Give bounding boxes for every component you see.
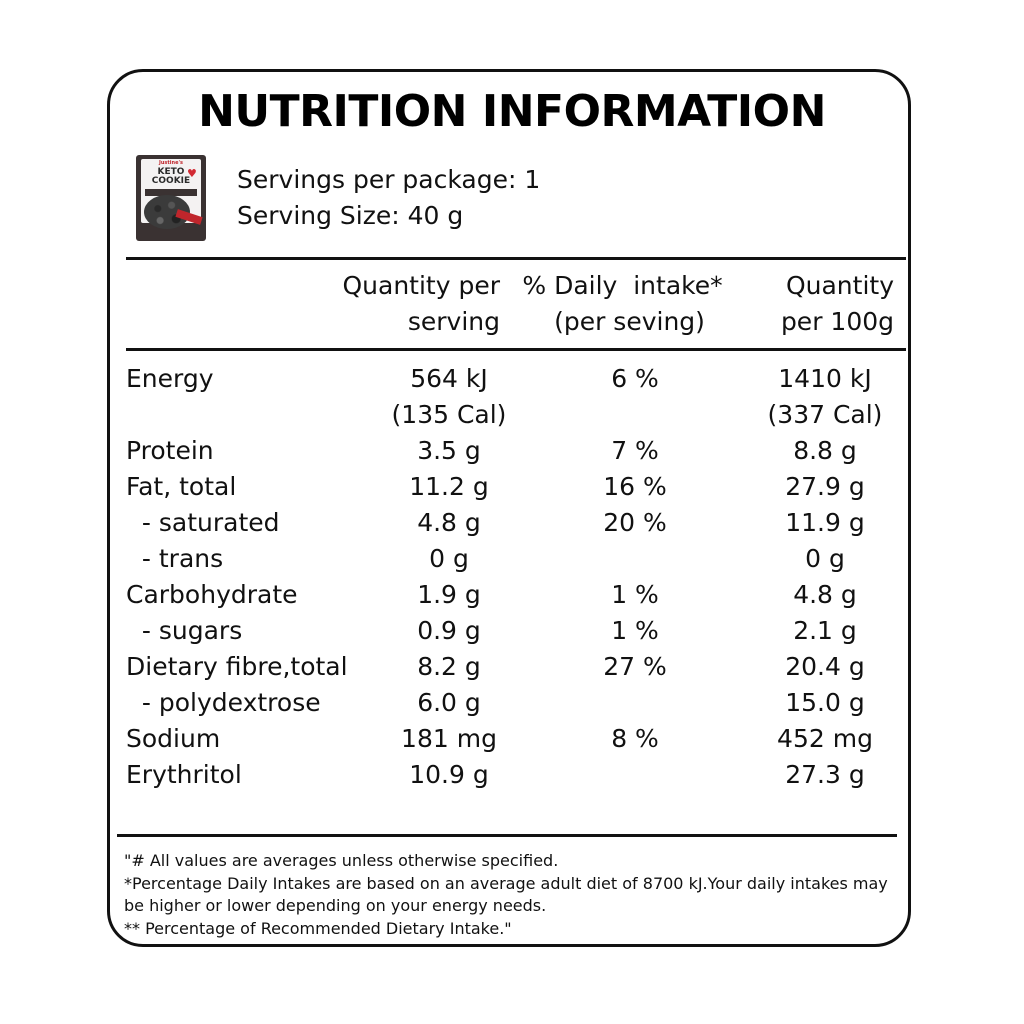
per-100g-value: 27.3 g	[785, 760, 865, 789]
nutrient-label: - trans	[126, 544, 224, 573]
nutrient-label: Sodium	[126, 724, 221, 753]
nutrient-label: - polydextrose	[126, 688, 321, 717]
header-qty-per-100g: Quantity per 100g	[748, 268, 894, 340]
per-100g-value: 15.0 g	[785, 688, 865, 717]
per-100g-value: 8.8 g	[793, 436, 857, 465]
nutrient-label: - saturated	[126, 508, 280, 537]
per-serving-value: 0 g	[429, 544, 469, 573]
per-serving-value-secondary: (135 Cal)	[391, 400, 507, 429]
daily-intake-value: 1 %	[611, 616, 659, 645]
heart-icon: ♥	[187, 167, 197, 180]
header-qty-per-100g-line1: Quantity	[785, 271, 894, 300]
table-row: - saturated 4.8 g 20 % 11.9 g	[0, 505, 1024, 541]
per-serving-value: 6.0 g	[417, 688, 481, 717]
footnotes: "# All values are averages unless otherw…	[124, 850, 904, 940]
table-row: - trans 0 g 0 g	[0, 541, 1024, 577]
per-serving-value: 0.9 g	[417, 616, 481, 645]
package-name-line2: COOKIE	[151, 176, 191, 186]
header-daily-intake: % Daily intake* (per seving)	[500, 268, 745, 340]
daily-intake-value: 7 %	[611, 436, 659, 465]
daily-intake-value: 16 %	[603, 472, 667, 501]
table-row: Fat, total 11.2 g 16 % 27.9 g	[0, 469, 1024, 505]
header-daily-intake-line1: % Daily intake*	[522, 271, 723, 300]
daily-intake-value: 8 %	[611, 724, 659, 753]
serving-size: Serving Size: 40 g	[237, 201, 464, 230]
per-serving-value: 4.8 g	[417, 508, 481, 537]
header-daily-intake-line2: (per seving)	[554, 307, 705, 336]
per-serving-value: 564 kJ	[410, 364, 488, 393]
daily-intake-value: 6 %	[611, 364, 659, 393]
nutrient-label: Energy	[126, 364, 214, 393]
per-100g-value: 27.9 g	[785, 472, 865, 501]
header-qty-per-100g-line2: per 100g	[780, 307, 894, 336]
per-100g-value: 20.4 g	[785, 652, 865, 681]
per-serving-value: 10.9 g	[409, 760, 489, 789]
package-brand: Justine's	[159, 160, 183, 166]
table-row: Protein 3.5 g 7 % 8.8 g	[0, 433, 1024, 469]
page-title: NUTRITION INFORMATION	[198, 86, 826, 137]
per-serving-value: 3.5 g	[417, 436, 481, 465]
per-100g-value: 11.9 g	[785, 508, 865, 537]
footnote-line: *Percentage Daily Intakes are based on a…	[124, 873, 888, 893]
table-row: - polydextrose 6.0 g 15.0 g	[0, 685, 1024, 721]
nutrient-label: Dietary fibre,total	[126, 652, 348, 681]
divider-header	[126, 348, 906, 351]
table-row: Erythritol 10.9 g 27.3 g	[0, 757, 1024, 793]
nutrient-label: Fat, total	[126, 472, 237, 501]
nutrient-label: - sugars	[126, 616, 243, 645]
per-100g-value: 2.1 g	[793, 616, 857, 645]
per-100g-value-secondary: (337 Cal)	[767, 400, 883, 429]
per-100g-value: 1410 kJ	[778, 364, 872, 393]
per-serving-value: 181 mg	[401, 724, 497, 753]
cookie-crumbs-image	[144, 195, 190, 229]
footnote-line: be higher or lower depending on your ene…	[124, 896, 547, 915]
footnote-line: "# All values are averages unless otherw…	[124, 851, 559, 870]
per-100g-value: 452 mg	[777, 724, 873, 753]
package-name-line1: KETO	[157, 167, 185, 177]
table-row: Sodium 181 mg 8 % 452 mg	[0, 721, 1024, 757]
cookie-package-image: Justine's KETO COOKIE ♥	[136, 155, 206, 241]
header-qty-per-serving: Quantity per serving	[320, 268, 500, 340]
per-serving-value: 11.2 g	[409, 472, 489, 501]
servings-per-package: Servings per package: 1	[237, 165, 541, 194]
table-row: Energy 564 kJ (135 Cal) 6 % 1410 kJ (337…	[0, 361, 1024, 429]
nutrition-panel	[107, 69, 911, 947]
package-name: KETO COOKIE	[141, 168, 201, 186]
table-row: Dietary fibre,total 8.2 g 27 % 20.4 g	[0, 649, 1024, 685]
per-100g-value: 0 g	[805, 544, 845, 573]
header-qty-per-serving-line1: Quantity per	[342, 271, 500, 300]
daily-intake-value: 27 %	[603, 652, 667, 681]
table-row: Carbohydrate 1.9 g 1 % 4.8 g	[0, 577, 1024, 613]
divider-footer	[117, 834, 897, 837]
nutrient-label: Erythritol	[126, 760, 242, 789]
footnote-line: ** Percentage of Recommended Dietary Int…	[124, 918, 512, 938]
daily-intake-value: 1 %	[611, 580, 659, 609]
per-100g-value: 4.8 g	[793, 580, 857, 609]
per-serving-value: 8.2 g	[417, 652, 481, 681]
package-macro-strip	[145, 189, 197, 196]
divider-top	[126, 257, 906, 260]
header-qty-per-serving-line2: serving	[407, 307, 500, 336]
nutrient-label: Carbohydrate	[126, 580, 298, 609]
nutrient-label: Protein	[126, 436, 214, 465]
daily-intake-value: 20 %	[603, 508, 667, 537]
table-row: - sugars 0.9 g 1 % 2.1 g	[0, 613, 1024, 649]
per-serving-value: 1.9 g	[417, 580, 481, 609]
